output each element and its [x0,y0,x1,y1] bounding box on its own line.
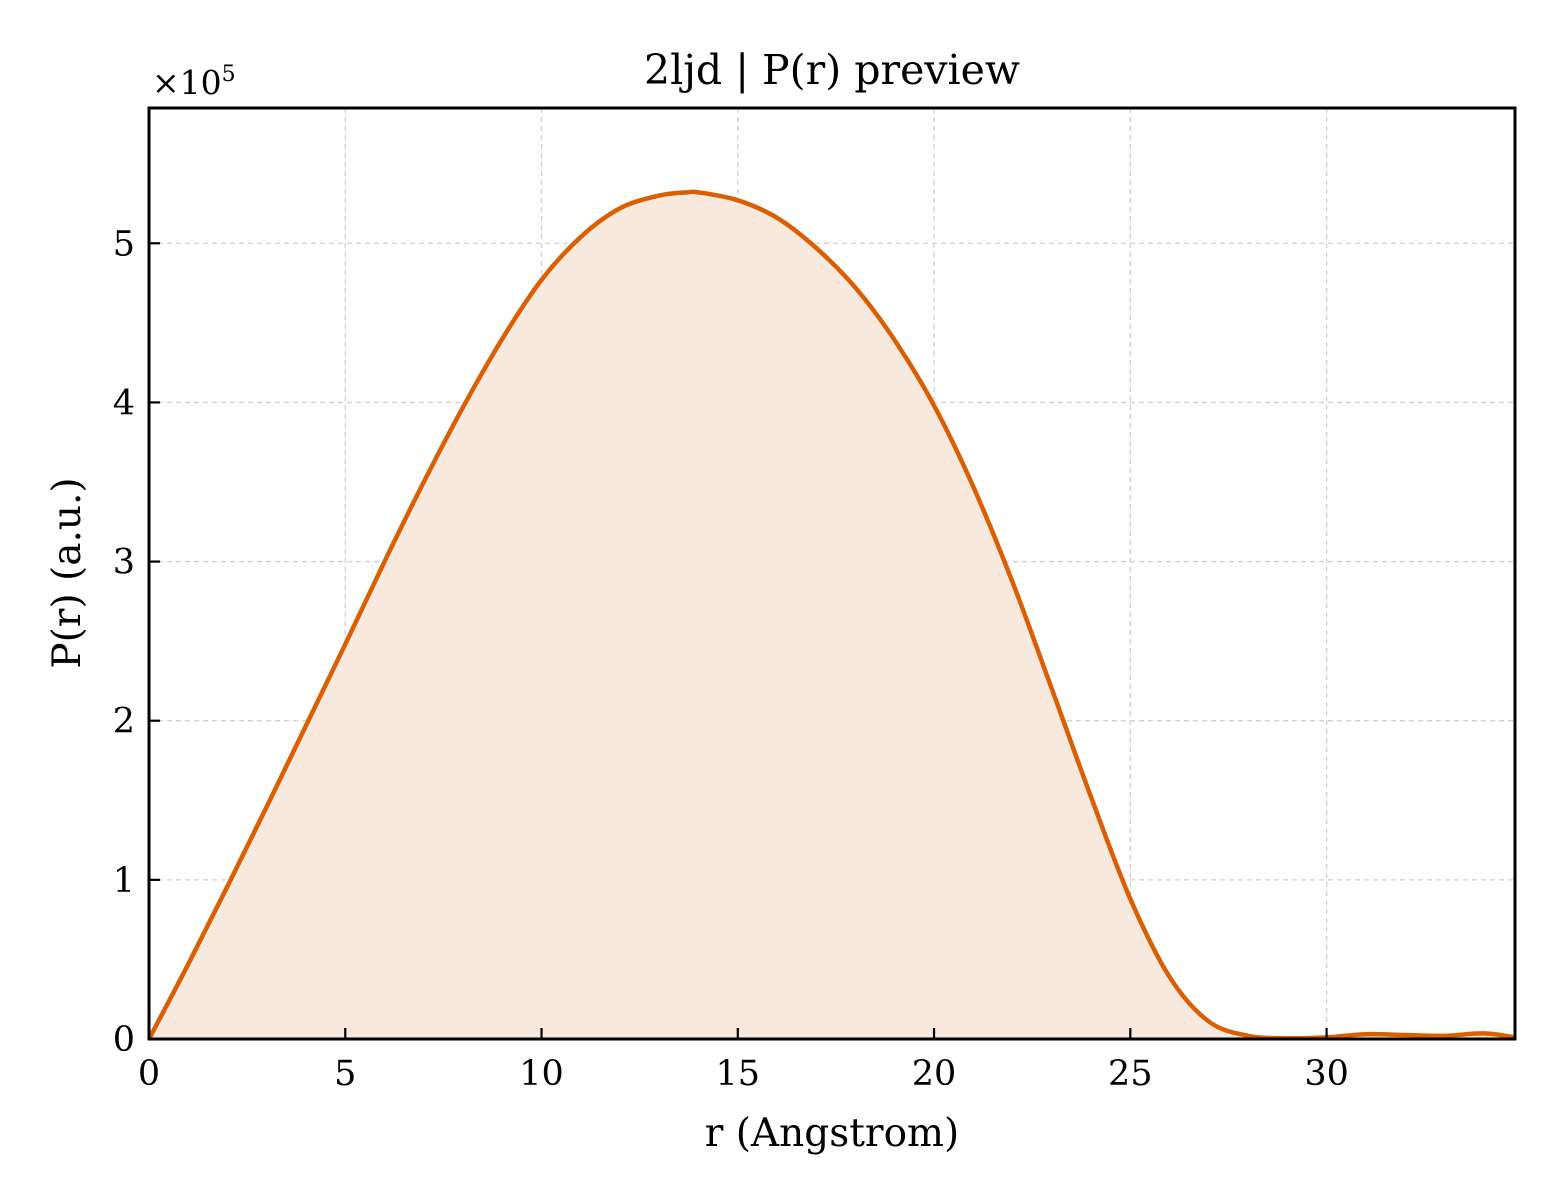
y-tick-label: 4 [113,383,135,423]
y-axis-label: P(r) (a.u.) [45,477,90,668]
x-axis-label: r (Angstrom) [705,1111,960,1156]
tick-marks [147,242,1328,1041]
x-tick-label: 5 [334,1054,356,1094]
tick-labels: 0 5 10 15 20 25 30 0 1 2 3 4 5 [113,224,1349,1094]
y-tick-label: 1 [113,861,135,901]
y-offset-base: ×10 [152,63,222,102]
y-tick-label: 0 [113,1020,135,1060]
x-tick-label: 15 [716,1054,761,1094]
x-tick-label: 20 [912,1054,957,1094]
x-tick-label: 30 [1304,1054,1349,1094]
area-under-curve [149,191,1515,1039]
plot-frame [147,106,1517,1041]
y-tick-label: 3 [113,543,135,583]
x-tick-label: 10 [519,1054,564,1094]
y-offset-exponent: 5 [222,62,236,87]
x-tick-label: 25 [1108,1054,1153,1094]
y-tick-label: 5 [113,224,135,264]
y-tick-label: 2 [113,702,135,742]
chart-title: 2ljd | P(r) preview [644,46,1020,94]
x-tick-label: 0 [138,1054,160,1094]
y-offset-label: ×105 [152,62,236,102]
